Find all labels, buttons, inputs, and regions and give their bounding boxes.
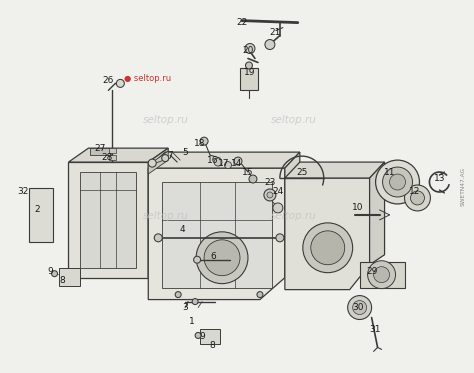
Polygon shape	[81, 172, 137, 268]
Text: 19: 19	[244, 68, 255, 77]
Text: 31: 31	[369, 325, 380, 334]
Circle shape	[195, 332, 201, 338]
Text: 17: 17	[219, 159, 230, 167]
Circle shape	[257, 292, 263, 298]
Text: 24: 24	[272, 188, 283, 197]
Text: seltop.ru: seltop.ru	[143, 211, 189, 221]
Polygon shape	[28, 188, 53, 242]
Text: 10: 10	[352, 203, 364, 212]
Text: 5: 5	[182, 148, 188, 157]
Polygon shape	[285, 162, 384, 178]
Circle shape	[175, 292, 181, 298]
Text: SWETN47.AG: SWETN47.AG	[460, 167, 465, 206]
Polygon shape	[91, 148, 110, 155]
Polygon shape	[148, 168, 285, 300]
Circle shape	[264, 189, 276, 201]
Text: 21: 21	[269, 28, 281, 37]
Circle shape	[404, 185, 430, 211]
Text: 7: 7	[167, 151, 173, 160]
Text: seltop.ru: seltop.ru	[143, 115, 189, 125]
Polygon shape	[148, 152, 300, 168]
Polygon shape	[162, 182, 272, 288]
Circle shape	[192, 298, 198, 305]
Polygon shape	[69, 162, 148, 278]
Text: 9: 9	[199, 332, 205, 341]
Text: ● seltop.ru: ● seltop.ru	[124, 74, 171, 83]
Text: 8: 8	[60, 276, 65, 285]
Text: 28: 28	[102, 153, 113, 162]
Circle shape	[193, 256, 201, 263]
Circle shape	[52, 271, 57, 277]
Circle shape	[265, 40, 275, 50]
Text: 16: 16	[207, 156, 219, 164]
Circle shape	[353, 301, 366, 314]
Circle shape	[390, 174, 405, 190]
Circle shape	[225, 162, 231, 169]
Bar	[109, 155, 116, 160]
Bar	[200, 329, 220, 344]
Text: 26: 26	[103, 76, 114, 85]
Text: 32: 32	[17, 188, 28, 197]
Circle shape	[383, 167, 412, 197]
Circle shape	[196, 232, 248, 283]
Circle shape	[311, 231, 345, 265]
Circle shape	[154, 234, 162, 242]
Text: 22: 22	[237, 18, 247, 27]
Circle shape	[116, 79, 124, 87]
Polygon shape	[360, 262, 404, 288]
Circle shape	[276, 234, 284, 242]
Text: seltop.ru: seltop.ru	[271, 115, 317, 125]
Polygon shape	[148, 148, 168, 278]
Circle shape	[267, 192, 273, 198]
Polygon shape	[285, 178, 370, 289]
Text: 6: 6	[210, 252, 216, 261]
Text: 1: 1	[189, 317, 195, 326]
Circle shape	[245, 44, 255, 53]
Text: 12: 12	[409, 188, 420, 197]
Text: 9: 9	[48, 267, 54, 276]
Text: 29: 29	[366, 267, 377, 276]
Circle shape	[374, 267, 390, 283]
Circle shape	[303, 223, 353, 273]
Circle shape	[375, 160, 419, 204]
Circle shape	[200, 137, 208, 145]
Circle shape	[273, 203, 283, 213]
Text: 20: 20	[242, 46, 254, 55]
Circle shape	[368, 261, 395, 289]
Bar	[109, 148, 116, 153]
Polygon shape	[285, 152, 300, 278]
Circle shape	[410, 191, 424, 205]
Text: 23: 23	[264, 178, 275, 186]
Text: 30: 30	[352, 303, 364, 312]
Circle shape	[347, 295, 372, 320]
Bar	[58, 268, 81, 286]
Text: 14: 14	[231, 159, 243, 167]
Text: 27: 27	[95, 144, 106, 153]
Text: 11: 11	[384, 167, 395, 176]
Circle shape	[246, 62, 253, 69]
Text: 18: 18	[194, 139, 206, 148]
Polygon shape	[240, 68, 258, 90]
Circle shape	[162, 155, 169, 162]
Text: 4: 4	[179, 225, 185, 234]
Circle shape	[214, 158, 222, 166]
Circle shape	[249, 175, 257, 183]
Text: 8: 8	[209, 341, 215, 350]
Circle shape	[234, 157, 242, 165]
Text: 25: 25	[296, 167, 308, 176]
Polygon shape	[148, 151, 168, 174]
Text: 2: 2	[35, 206, 40, 214]
Text: 15: 15	[242, 167, 254, 176]
Text: 13: 13	[434, 173, 445, 182]
Polygon shape	[69, 148, 168, 162]
Text: seltop.ru: seltop.ru	[271, 211, 317, 221]
Polygon shape	[370, 162, 384, 265]
Circle shape	[148, 159, 156, 167]
Circle shape	[204, 240, 240, 276]
Text: 3: 3	[182, 303, 188, 312]
